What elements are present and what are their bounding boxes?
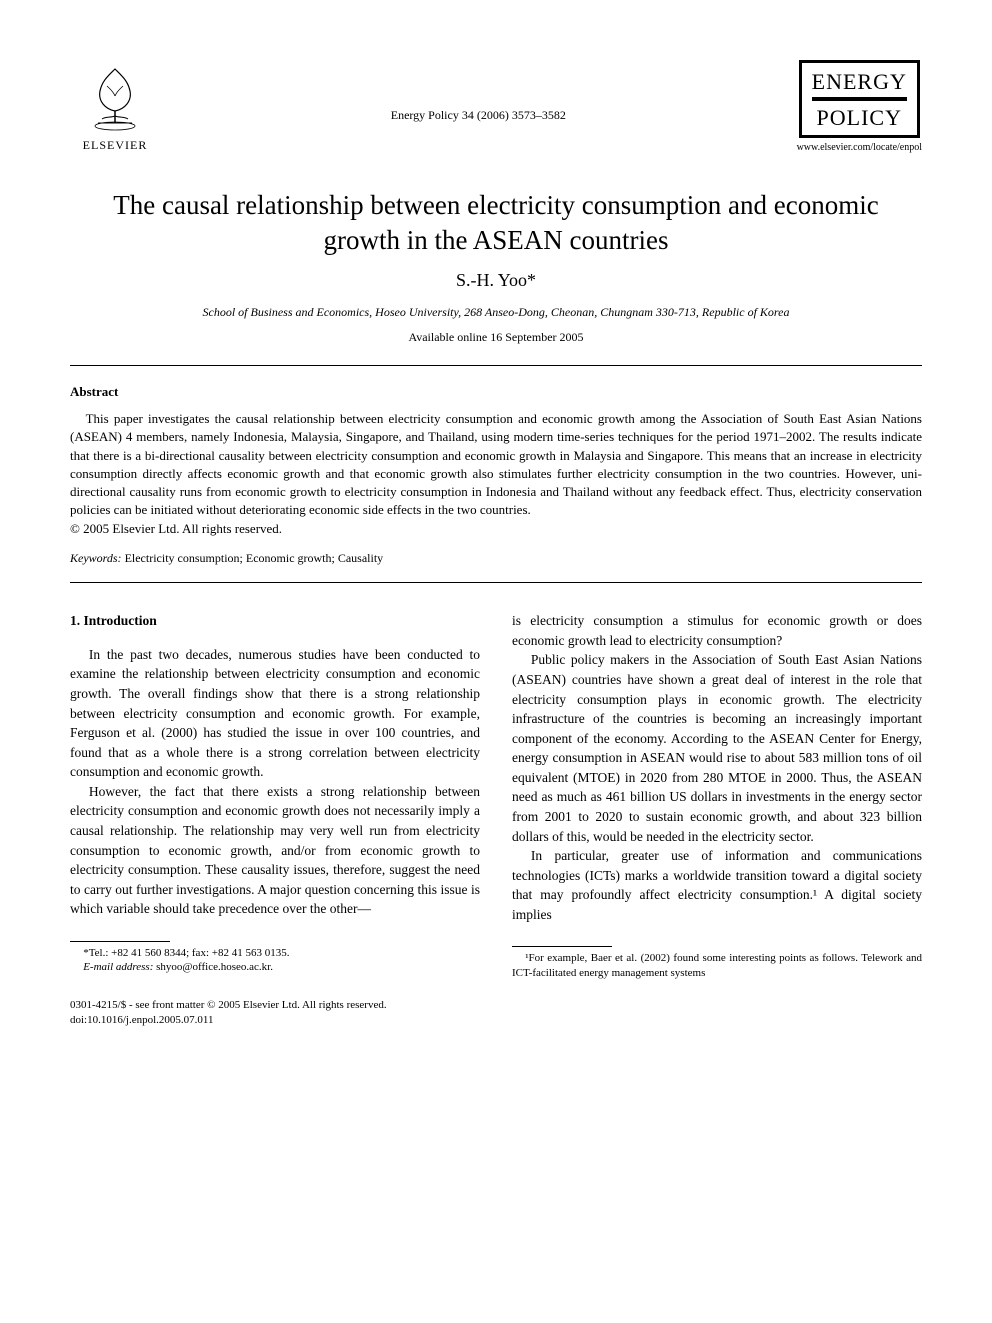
article-title: The causal relationship between electric… xyxy=(100,188,892,258)
publisher-name: ELSEVIER xyxy=(83,138,148,153)
body-paragraph: In the past two decades, numerous studie… xyxy=(70,645,480,782)
footnote-rule-right xyxy=(512,946,612,947)
journal-logo-line2: POLICY xyxy=(812,105,907,131)
author-name: S.-H. Yoo* xyxy=(70,270,922,291)
email-value: shyoo@office.hoseo.ac.kr. xyxy=(153,961,273,973)
keywords-line: Keywords: Electricity consumption; Econo… xyxy=(70,551,922,566)
abstract-text: This paper investigates the causal relat… xyxy=(70,410,922,519)
doi-line: doi:10.1016/j.enpol.2005.07.011 xyxy=(70,1013,480,1027)
body-paragraph: However, the fact that there exists a st… xyxy=(70,782,480,919)
column-right: is electricity consumption a stimulus fo… xyxy=(512,611,922,1027)
keywords-label: Keywords: xyxy=(70,551,122,565)
elsevier-tree-icon xyxy=(80,61,150,136)
header-row: ELSEVIER Energy Policy 34 (2006) 3573–35… xyxy=(70,60,922,153)
body-two-column: 1. Introduction In the past two decades,… xyxy=(70,611,922,1027)
issn-copyright-line: 0301-4215/$ - see front matter © 2005 El… xyxy=(70,998,480,1012)
abstract-paragraph: This paper investigates the causal relat… xyxy=(70,410,922,519)
email-label: E-mail address: xyxy=(83,961,153,973)
publisher-logo-block: ELSEVIER xyxy=(70,61,160,153)
footnote-1: ¹For example, Baer et al. (2002) found s… xyxy=(512,951,922,980)
section-1-heading: 1. Introduction xyxy=(70,611,480,631)
journal-url: www.elsevier.com/locate/enpol xyxy=(797,142,922,153)
rule-below-keywords xyxy=(70,582,922,583)
author-affiliation: School of Business and Economics, Hoseo … xyxy=(70,305,922,320)
front-matter-info: 0301-4215/$ - see front matter © 2005 El… xyxy=(70,998,480,1027)
column-left: 1. Introduction In the past two decades,… xyxy=(70,611,480,1027)
body-paragraph: Public policy makers in the Association … xyxy=(512,650,922,846)
journal-logo-underline xyxy=(812,97,907,101)
rule-above-abstract xyxy=(70,365,922,366)
abstract-heading: Abstract xyxy=(70,384,922,400)
body-paragraph: In particular, greater use of informatio… xyxy=(512,846,922,924)
body-paragraph-continuation: is electricity consumption a stimulus fo… xyxy=(512,611,922,650)
journal-logo-block: ENERGY POLICY www.elsevier.com/locate/en… xyxy=(797,60,922,153)
journal-logo-line1: ENERGY xyxy=(812,69,907,95)
corresponding-author-tel: *Tel.: +82 41 560 8344; fax: +82 41 563 … xyxy=(70,946,480,960)
journal-logo: ENERGY POLICY xyxy=(799,60,920,138)
abstract-copyright: © 2005 Elsevier Ltd. All rights reserved… xyxy=(70,521,922,537)
footnote-rule-left xyxy=(70,941,170,942)
journal-reference: Energy Policy 34 (2006) 3573–3582 xyxy=(160,108,797,153)
abstract-section: Abstract This paper investigates the cau… xyxy=(70,384,922,537)
keywords-text: Electricity consumption; Economic growth… xyxy=(122,551,384,565)
available-online-date: Available online 16 September 2005 xyxy=(70,330,922,345)
corresponding-author-email: E-mail address: shyoo@office.hoseo.ac.kr… xyxy=(70,960,480,974)
